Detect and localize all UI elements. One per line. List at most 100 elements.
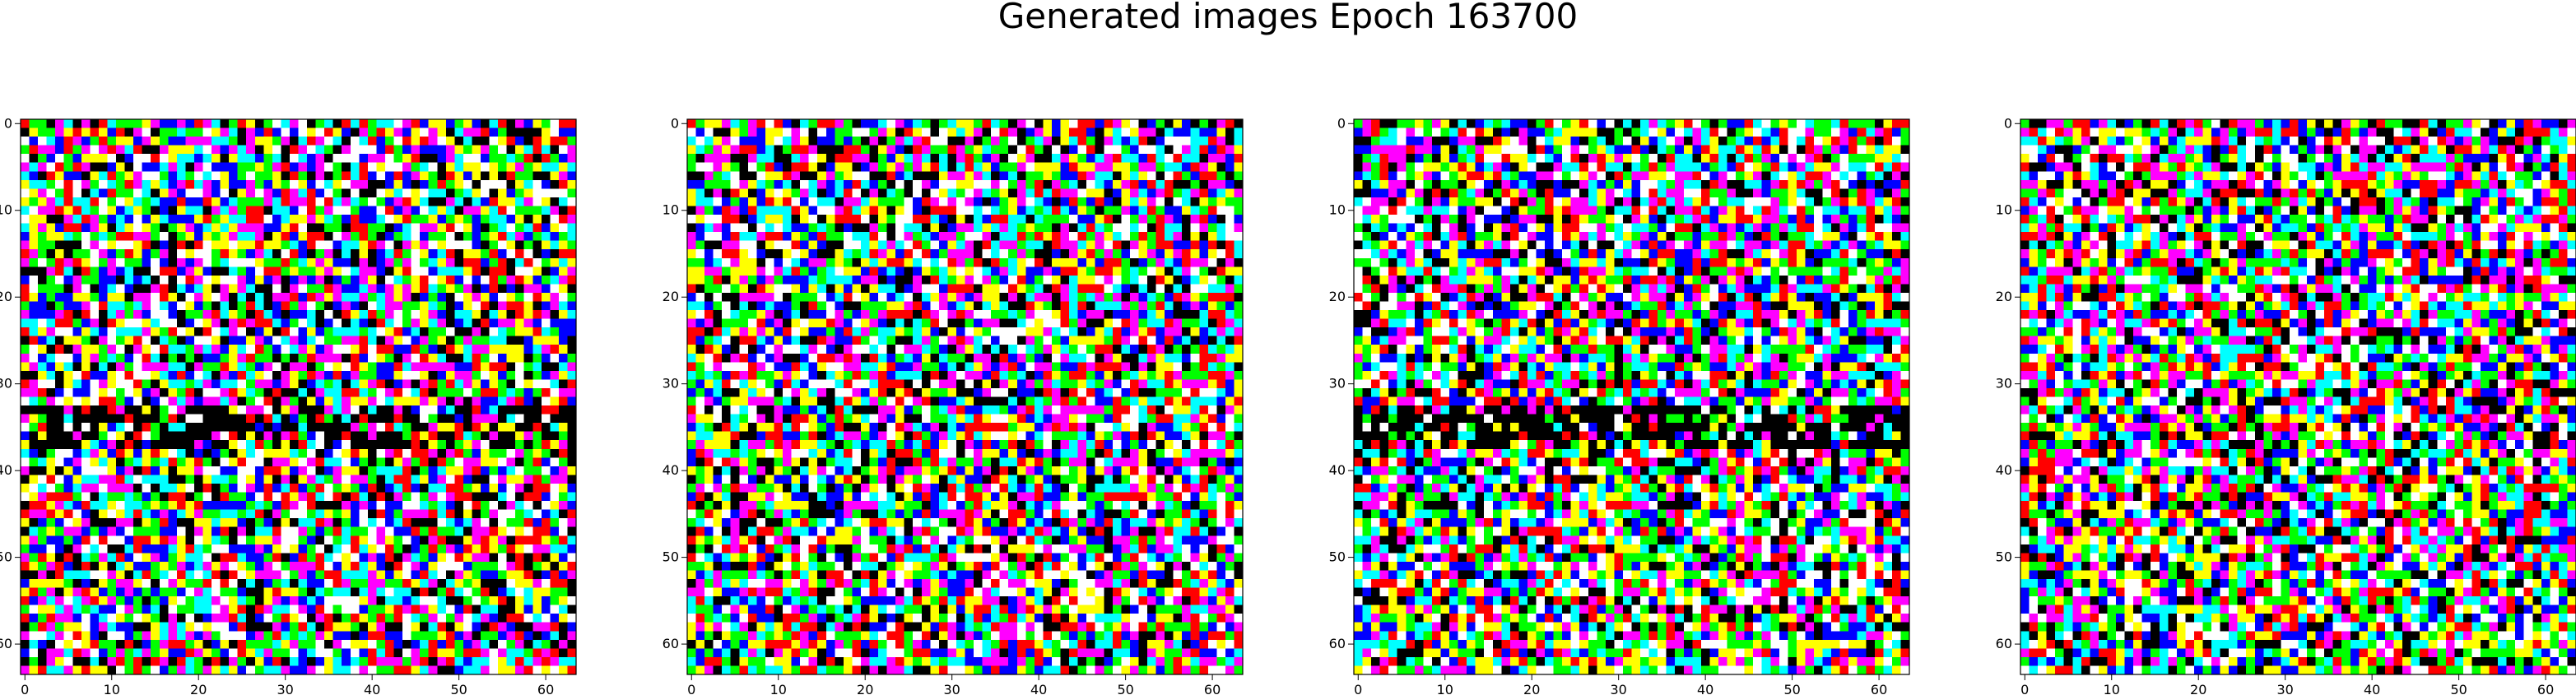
image-pixel [194, 570, 203, 579]
image-pixel [177, 266, 186, 276]
image-pixel [490, 180, 499, 189]
image-pixel [792, 188, 801, 197]
image-pixel [1182, 119, 1191, 128]
image-pixel [221, 301, 230, 310]
image-pixel [765, 206, 774, 215]
image-pixel [376, 241, 385, 250]
image-pixel [125, 215, 134, 224]
image-pixel [212, 484, 221, 493]
image-pixel [550, 146, 559, 155]
image-pixel [281, 371, 290, 380]
image-pixel [21, 180, 30, 189]
image-pixel [800, 215, 809, 224]
image-pixel [1225, 146, 1235, 155]
image-pixel [229, 640, 238, 649]
image-pixel [21, 119, 30, 128]
image-pixel [524, 362, 533, 371]
image-pixel [202, 171, 212, 180]
image-pixel [307, 588, 316, 597]
image-pixel [202, 423, 212, 432]
image-pixel [133, 215, 142, 224]
image-pixel [81, 224, 91, 233]
image-pixel [515, 614, 524, 623]
image-pixel [151, 440, 160, 449]
image-pixel [774, 197, 783, 206]
image-pixel [472, 484, 481, 493]
image-pixel [376, 423, 385, 432]
image-pixel [316, 301, 325, 310]
image-pixel [81, 180, 91, 189]
image-pixel [194, 310, 203, 319]
image-pixel [81, 562, 91, 571]
image-pixel [402, 258, 412, 267]
image-pixel [507, 293, 516, 302]
image-pixel [481, 501, 490, 510]
image-pixel [47, 475, 56, 484]
image-pixel [272, 588, 281, 597]
image-pixel [368, 570, 377, 579]
image-pixel [116, 188, 125, 197]
image-pixel [394, 562, 403, 571]
image-pixel [221, 449, 230, 458]
image-pixel [844, 180, 853, 189]
image-pixel [774, 232, 783, 241]
image-pixel [437, 397, 446, 406]
image-pixel [55, 163, 64, 172]
image-pixel [202, 562, 212, 571]
image-pixel [30, 544, 39, 554]
image-pixel [1000, 146, 1009, 155]
image-pixel [454, 397, 463, 406]
image-pixel [696, 215, 705, 224]
image-pixel [151, 535, 160, 544]
image-pixel [246, 432, 255, 441]
image-pixel [490, 293, 499, 302]
image-pixel [429, 457, 438, 466]
image-pixel [1035, 146, 1044, 155]
image-pixel [376, 232, 385, 241]
image-pixel [168, 432, 177, 441]
image-pixel [1095, 180, 1104, 189]
image-pixel [221, 475, 230, 484]
image-pixel [272, 605, 281, 614]
image-pixel [376, 224, 385, 233]
image-pixel [1113, 119, 1122, 128]
image-pixel [107, 405, 116, 415]
image-pixel [307, 423, 316, 432]
image-pixel [1086, 224, 1095, 233]
image-pixel [1182, 154, 1191, 163]
image-pixel [229, 388, 238, 397]
image-pixel [412, 605, 421, 614]
image-pixel [38, 197, 47, 206]
image-pixel [307, 119, 316, 128]
image-pixel [64, 188, 73, 197]
image-pixel [307, 197, 316, 206]
image-pixel [107, 241, 116, 250]
image-pixel [1156, 137, 1165, 146]
image-pixel [490, 484, 499, 493]
image-pixel [974, 180, 983, 189]
image-pixel [168, 362, 177, 371]
image-pixel [47, 362, 56, 371]
image-pixel [342, 475, 351, 484]
image-pixel [402, 449, 412, 458]
image-pixel [263, 388, 272, 397]
image-pixel [507, 224, 516, 233]
image-pixel [394, 137, 403, 146]
image-pixel [507, 336, 516, 345]
image-pixel [974, 171, 983, 180]
image-pixel [1095, 128, 1104, 137]
image-pixel [21, 206, 30, 215]
image-pixel [212, 128, 221, 137]
image-pixel [454, 319, 463, 328]
image-pixel [107, 623, 116, 632]
image-pixel [30, 266, 39, 276]
image-pixel [472, 648, 481, 657]
image-pixel [229, 241, 238, 250]
image-pixel [359, 510, 368, 519]
image-pixel [202, 397, 212, 406]
image-pixel [394, 605, 403, 614]
image-pixel [472, 570, 481, 579]
image-pixel [30, 388, 39, 397]
image-pixel [90, 423, 99, 432]
image-pixel [281, 562, 290, 571]
